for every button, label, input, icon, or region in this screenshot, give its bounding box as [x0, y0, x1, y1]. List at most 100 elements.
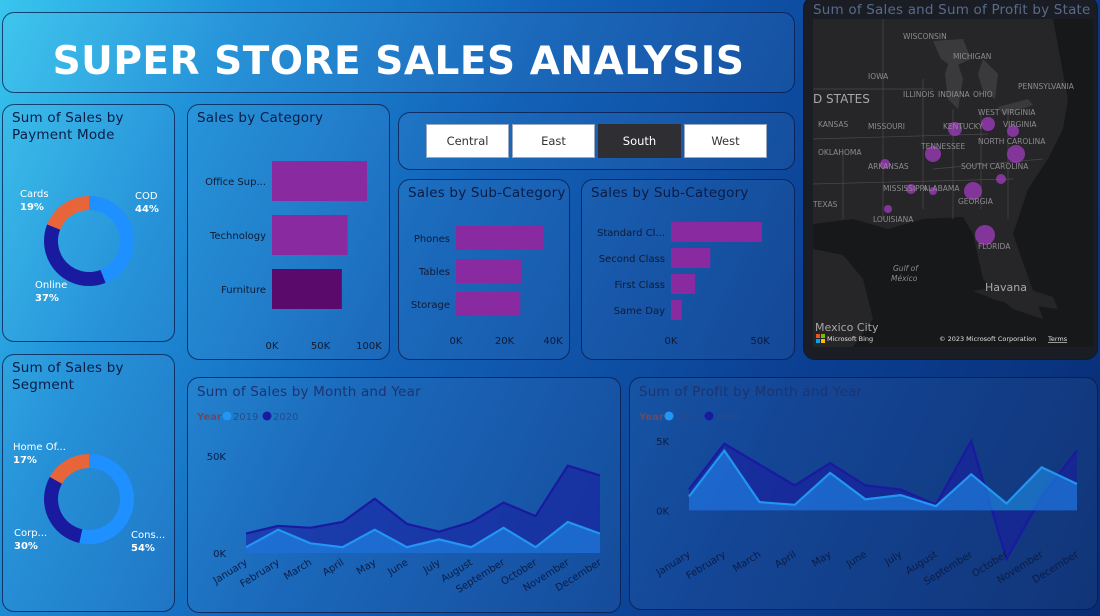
donut-percent: 44% [135, 204, 159, 215]
donut-label: COD [135, 191, 158, 202]
x-tick-label: March [731, 549, 763, 574]
lake-michigan [945, 49, 963, 109]
map-label-mexico-gulf: México [891, 274, 918, 283]
bar-storage[interactable] [456, 292, 521, 316]
donut-slice-cards[interactable] [47, 196, 89, 230]
dashboard-title: SUPER STORE SALES ANALYSIS [52, 39, 745, 84]
segment-title: Sum of Sales by Segment [12, 360, 124, 393]
donut-slice-cons[interactable] [79, 454, 134, 544]
bar-secondclass[interactable] [671, 248, 711, 268]
donut-label: Cons... [131, 530, 165, 541]
legend-title: Year [196, 412, 222, 423]
map-label-west-virginia: WEST VIRGINIA [978, 108, 1036, 117]
legend-marker-2020 [262, 411, 272, 421]
region-slicer[interactable]: Central East South West [398, 112, 795, 170]
sales-month-panel[interactable]: Sum of Sales by Month and Year Year 2019 2… [187, 377, 621, 613]
bar-category-label: Office Sup... [205, 177, 266, 188]
series-line-2020[interactable] [245, 464, 601, 535]
map-label-alabama: ALABAMA [923, 184, 960, 193]
donut-percent: 30% [14, 541, 38, 552]
map-label-pennsylvania: PENNSYLVANIA [1018, 82, 1075, 91]
shipmode-panel[interactable]: Sales by Sub-Category Standard Cl... Seco… [581, 179, 795, 360]
bar-category-label: Second Class [599, 254, 665, 265]
y-tick-label: 5K [656, 437, 669, 448]
region-option-east[interactable]: East [512, 124, 595, 158]
area-fill-2020 [246, 465, 600, 553]
map-label-louisiana: LOUISIANA [873, 215, 914, 224]
bar-officesup[interactable] [272, 161, 368, 201]
region-option-west[interactable]: West [684, 124, 767, 158]
bar-technology[interactable] [272, 215, 348, 255]
map-label-virginia: VIRGINIA [1003, 120, 1037, 129]
payment-mode-panel[interactable]: Sum of Sales by Payment Mode COD 44% Onlin… [2, 104, 175, 342]
lake-erie [998, 99, 1033, 115]
shipmode-bar-chart[interactable]: Standard Cl... Second Class First Class Sam… [582, 202, 794, 360]
bar-category-label: Storage [411, 300, 450, 311]
bing-label: Microsoft Bing [827, 335, 873, 343]
map-terms-link[interactable]: Terms [1047, 335, 1068, 343]
subcategory-bar-chart[interactable]: Phones Tables Storage 0K 20K 40K [399, 202, 569, 360]
map-label-michigan: MICHIGAN [953, 52, 991, 61]
bar-standardcl[interactable] [671, 222, 762, 242]
map-canvas[interactable]: WISCONSIN MICHIGAN IOWA ILLINOIS INDIANA… [813, 19, 1093, 347]
donut-slice-corp[interactable] [43, 476, 83, 543]
bar-category-label: Technology [209, 231, 266, 242]
series-line-2019[interactable] [688, 448, 1078, 508]
region-option-central[interactable]: Central [426, 124, 509, 158]
bar-furniture[interactable] [272, 269, 342, 309]
profit-month-panel[interactable]: Sum of Profit by Month and Year Year 2019… [629, 377, 1098, 610]
lake-huron [978, 59, 998, 99]
series-line-2019[interactable] [245, 520, 601, 549]
x-tick-label: February [684, 549, 727, 582]
series-line-2020[interactable] [688, 438, 1078, 562]
cuba-land [973, 284, 1058, 309]
category-panel[interactable]: Sales by Category Office Sup... Technolog… [187, 104, 390, 360]
state-borders [813, 19, 1044, 219]
map-panel[interactable]: Sum of Sales and Sum of Profit by State [803, 0, 1098, 360]
bar-category-label: Same Day [614, 306, 665, 317]
region-option-south[interactable]: South [598, 124, 681, 158]
segment-donut-chart[interactable]: Cons... 54% Corp... 30% Home Of... 17% [3, 395, 174, 610]
donut-percent: 17% [13, 455, 37, 466]
donut-label: Corp... [14, 528, 47, 539]
payment-donut-chart[interactable]: COD 44% Online 37% Cards 19% [3, 141, 174, 341]
map-label-kentucky: KENTUCKY [943, 122, 983, 131]
state-map[interactable]: WISCONSIN MICHIGAN IOWA ILLINOIS INDIANA… [813, 19, 1093, 347]
x-tick-label: March [282, 557, 314, 582]
florida-land [963, 211, 1013, 279]
x-tick-label: May [810, 549, 833, 569]
map-label-gulf: Gulf of [893, 264, 919, 273]
x-tick-label: 0K [665, 336, 678, 347]
x-tick-label: 50K [751, 336, 771, 347]
category-bar-chart[interactable]: Office Sup... Technology Furniture 0K 50K 100… [188, 129, 389, 359]
legend-title: Year [638, 412, 664, 423]
segment-panel[interactable]: Sum of Sales by Segment Cons... 54% Corp..… [2, 354, 175, 612]
donut-label: Online [35, 280, 67, 291]
donut-percent: 54% [131, 543, 155, 554]
map-label-states: D STATES [813, 92, 870, 106]
bar-category-label: First Class [614, 280, 665, 291]
legend-marker-2019 [222, 411, 232, 421]
map-label-havana: Havana [985, 281, 1027, 294]
profit-month-title: Sum of Profit by Month and Year [639, 384, 863, 400]
map-label-mexico-city: Mexico City [815, 321, 879, 334]
bar-category-label: Phones [414, 234, 450, 245]
bar-phones[interactable] [456, 226, 544, 250]
bar-tables[interactable] [456, 259, 522, 283]
subcategory-panel[interactable]: Sales by Sub-Category Phones Tables Storag… [398, 179, 570, 360]
map-bubbles [880, 117, 1025, 245]
legend-label-2019: 2019 [675, 412, 700, 423]
bar-sameday[interactable] [671, 300, 682, 320]
x-tick-label: June [385, 557, 410, 578]
x-tick-label: May [355, 557, 378, 577]
donut-slice-cod[interactable] [89, 196, 134, 283]
donut-slice-online[interactable] [44, 224, 106, 286]
x-tick-label: April [321, 557, 346, 578]
bar-firstclass[interactable] [671, 274, 696, 294]
category-title: Sales by Category [197, 110, 324, 126]
y-tick-label: 0K [213, 549, 226, 560]
bar-category-label: Furniture [221, 285, 266, 296]
donut-slice-homeof[interactable] [49, 454, 89, 484]
